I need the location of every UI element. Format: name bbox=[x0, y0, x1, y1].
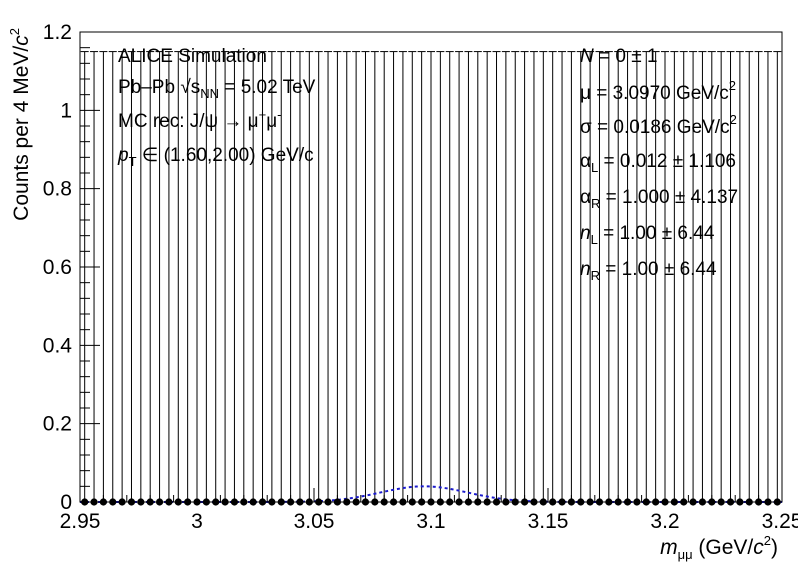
param-n: N = 0 ± 1 bbox=[580, 46, 658, 67]
error-bars bbox=[80, 51, 782, 502]
y-tick-label: 0.6 bbox=[43, 256, 72, 279]
y-tick-label: 0 bbox=[60, 491, 72, 514]
x-axis-title: mμμ (GeV/c2) bbox=[660, 533, 778, 562]
fit-parameters: N = 0 ± 1 μ = 3.0970 GeV/c2 σ = 0.0186 G… bbox=[580, 46, 738, 283]
ann-experiment: ALICE Simulation bbox=[118, 46, 267, 67]
ann-system: Pb–Pb √sNN = 5.02 TeV bbox=[118, 77, 316, 101]
param-n-l: nL = 1.00 ± 6.44 bbox=[580, 223, 715, 247]
x-tick-label: 3.15 bbox=[528, 510, 569, 533]
x-tick-label: 3 bbox=[191, 510, 203, 533]
x-tick-label: 3.25 bbox=[762, 510, 798, 533]
x-tick-label: 3.2 bbox=[650, 510, 679, 533]
y-tick-label: 0.2 bbox=[43, 413, 72, 436]
y-axis-title: Counts per 4 MeV/c2 bbox=[7, 28, 33, 221]
ann-pt-range: pT ∈ (1.60,2.00) GeV/c bbox=[117, 145, 314, 169]
y-tick-label: 0.8 bbox=[43, 178, 72, 201]
y-tick-label: 0.4 bbox=[43, 334, 73, 357]
y-axis: 0 0.2 0.4 0.6 0.8 1 1.2 bbox=[43, 21, 100, 514]
param-sigma: σ = 0.0186 GeV/c2 bbox=[580, 112, 737, 138]
x-tick-label: 2.95 bbox=[60, 510, 101, 533]
param-alpha-l: αL = 0.012 ± 1.106 bbox=[580, 151, 736, 175]
param-alpha-r: αR = 1.000 ± 4.137 bbox=[580, 187, 738, 211]
ann-process: MC rec: J/ψ → μ+μ- bbox=[118, 107, 282, 132]
x-tick-label: 3.05 bbox=[294, 510, 335, 533]
annotation-left: ALICE Simulation Pb–Pb √sNN = 5.02 TeV M… bbox=[117, 46, 316, 169]
y-tick-label: 1.2 bbox=[43, 21, 72, 44]
param-n-r: nR = 1.00 ± 6.44 bbox=[580, 259, 717, 283]
x-tick-label: 3.1 bbox=[416, 510, 445, 533]
x-axis: 2.95 3 3.05 3.1 3.15 3.2 3.25 bbox=[60, 488, 798, 533]
param-mu: μ = 3.0970 GeV/c2 bbox=[580, 78, 736, 104]
y-tick-label: 1 bbox=[60, 99, 72, 122]
